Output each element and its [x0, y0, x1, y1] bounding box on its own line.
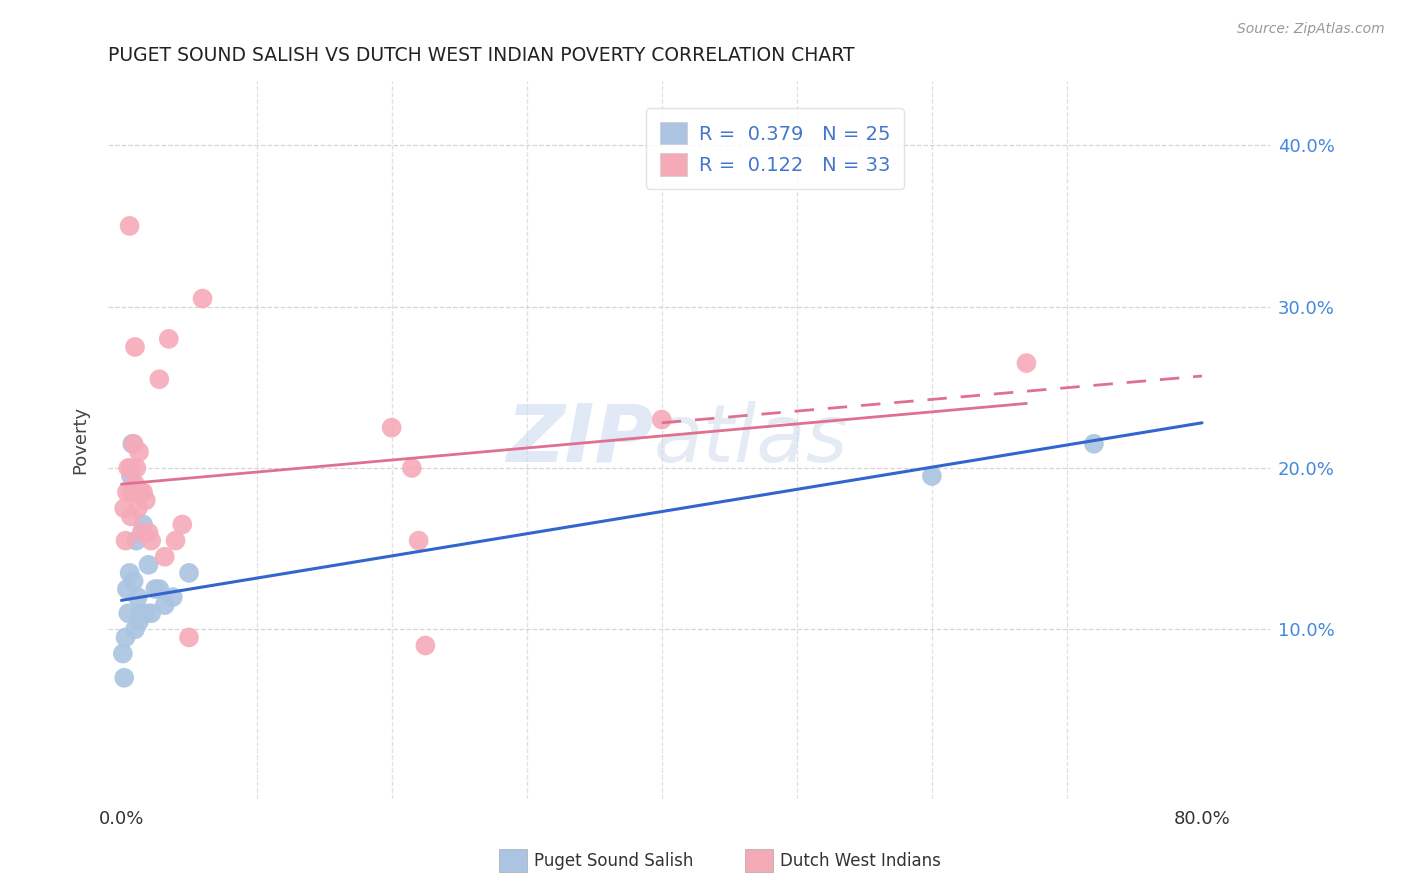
Point	[1015, 356, 1038, 370]
Point	[921, 469, 943, 483]
Point	[125, 461, 148, 475]
Text: Puget Sound Salish: Puget Sound Salish	[534, 852, 693, 870]
Point	[114, 631, 136, 645]
Point	[141, 606, 163, 620]
Point	[120, 469, 142, 483]
Point	[1083, 437, 1105, 451]
Point	[115, 582, 138, 596]
Point	[122, 437, 145, 451]
Point	[124, 477, 146, 491]
Point	[153, 598, 176, 612]
Point	[124, 623, 146, 637]
Point	[120, 509, 142, 524]
Point	[141, 533, 163, 548]
Text: PUGET SOUND SALISH VS DUTCH WEST INDIAN POVERTY CORRELATION CHART: PUGET SOUND SALISH VS DUTCH WEST INDIAN …	[108, 46, 855, 65]
Legend: R =  0.379   N = 25, R =  0.122   N = 33: R = 0.379 N = 25, R = 0.122 N = 33	[647, 108, 904, 189]
Point	[177, 631, 200, 645]
Point	[129, 606, 152, 620]
Point	[117, 461, 139, 475]
Point	[138, 525, 160, 540]
Point	[157, 332, 180, 346]
Point	[128, 445, 150, 459]
Point	[177, 566, 200, 580]
Point	[132, 485, 155, 500]
Point	[381, 420, 404, 434]
Point	[165, 533, 187, 548]
Point	[121, 437, 143, 451]
Point	[131, 525, 153, 540]
Point	[120, 461, 142, 475]
Point	[117, 606, 139, 620]
Point	[132, 517, 155, 532]
Point	[135, 606, 157, 620]
Point	[191, 292, 214, 306]
Point	[127, 501, 149, 516]
Text: atlas: atlas	[654, 401, 849, 479]
Point	[138, 558, 160, 572]
Point	[415, 639, 437, 653]
Point	[124, 340, 146, 354]
Text: ZIP: ZIP	[506, 401, 654, 479]
Point	[112, 671, 135, 685]
Point	[128, 615, 150, 629]
Point	[135, 493, 157, 508]
Point	[143, 582, 166, 596]
Point	[125, 533, 148, 548]
Point	[121, 485, 143, 500]
Point	[115, 485, 138, 500]
Point	[114, 533, 136, 548]
Point	[148, 582, 170, 596]
Point	[408, 533, 430, 548]
Point	[651, 412, 673, 426]
Text: Dutch West Indians: Dutch West Indians	[780, 852, 941, 870]
Point	[172, 517, 194, 532]
Point	[153, 549, 176, 564]
Point	[129, 485, 152, 500]
Point	[122, 574, 145, 588]
Point	[111, 647, 134, 661]
Point	[162, 590, 184, 604]
Text: Source: ZipAtlas.com: Source: ZipAtlas.com	[1237, 22, 1385, 37]
Y-axis label: Poverty: Poverty	[72, 406, 89, 474]
Point	[118, 566, 141, 580]
Point	[127, 590, 149, 604]
Point	[401, 461, 423, 475]
Point	[148, 372, 170, 386]
Point	[118, 219, 141, 233]
Point	[112, 501, 135, 516]
